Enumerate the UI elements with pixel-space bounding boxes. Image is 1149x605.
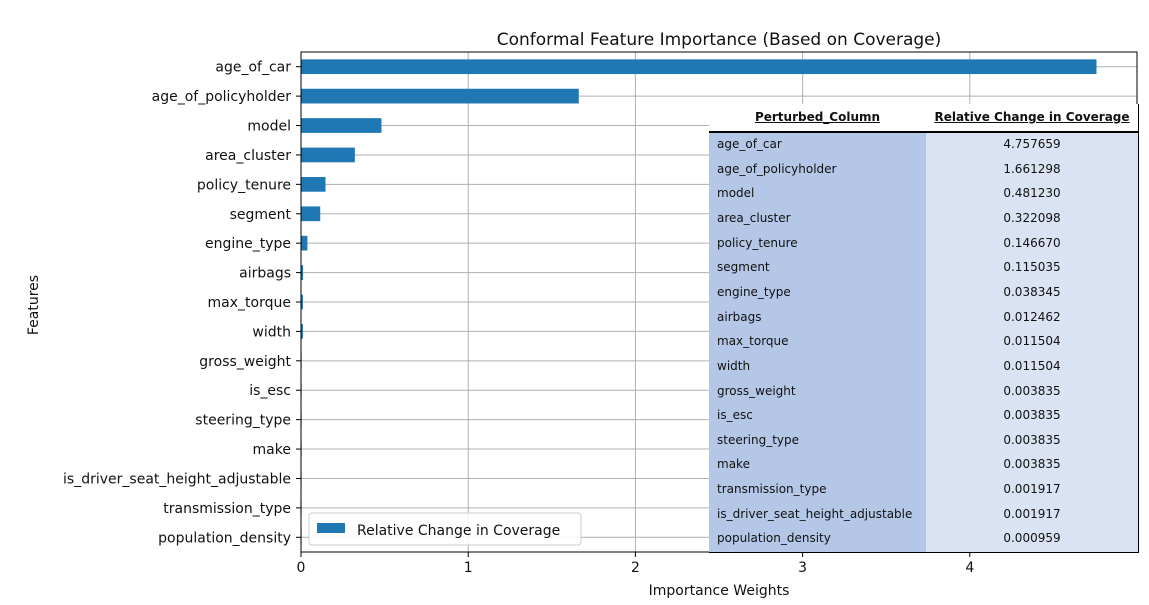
y-tick-label: area_cluster — [205, 148, 291, 164]
y-tick-label: transmission_type — [163, 501, 291, 517]
table-row: population_density 0.000959 — [709, 527, 1138, 552]
y-tick-label: airbags — [239, 266, 291, 282]
table-row: is_driver_seat_height_adjustable 0.001917 — [709, 503, 1138, 528]
x-tick-label: 3 — [798, 560, 807, 576]
table-cell-column: steering_type — [717, 432, 800, 447]
y-tick-label: steering_type — [195, 413, 291, 429]
y-tick-label: width — [252, 324, 291, 340]
table-cell-value: 0.003835 — [1003, 432, 1061, 447]
table-row: engine_type 0.038345 — [709, 281, 1138, 306]
table-header: Perturbed_Column Relative Change in Cove… — [709, 104, 1138, 133]
table-cell-column: width — [717, 358, 751, 373]
y-tick-label: engine_type — [205, 236, 291, 252]
table-cell-column: area_cluster — [717, 210, 791, 225]
y-tick-label: policy_tenure — [197, 177, 291, 193]
table-row: gross_weight 0.003835 — [709, 380, 1138, 405]
bar-engine-type — [301, 235, 308, 251]
table-row: age_of_policyholder 1.661298 — [709, 158, 1138, 183]
bar-max-torque — [301, 294, 303, 310]
y-tick-label: gross_weight — [199, 354, 291, 370]
bars-group — [301, 59, 1097, 545]
y-tick-label: age_of_car — [215, 60, 291, 76]
table-cell-column: policy_tenure — [717, 235, 798, 250]
legend: Relative Change in Coverage — [308, 512, 582, 546]
x-tick-label: 4 — [965, 560, 974, 576]
table-cell-value: 1.661298 — [1003, 161, 1061, 176]
table-cell-value: 0.003835 — [1003, 408, 1061, 423]
table-cell-value: 0.115035 — [1003, 260, 1061, 275]
bar-airbags — [301, 265, 304, 280]
table-row: steering_type 0.003835 — [709, 429, 1138, 454]
table-cell-column: gross_weight — [717, 383, 796, 398]
x-tick-label: 2 — [631, 560, 640, 576]
table-cell-column: engine_type — [717, 284, 791, 299]
y-tick-label: is_driver_seat_height_adjustable — [63, 471, 291, 487]
table-cell-value: 0.001917 — [1003, 506, 1061, 521]
table-cell-column: max_torque — [717, 334, 789, 349]
table-row: segment 0.115035 — [709, 256, 1138, 281]
table-row: age_of_car 4.757659 — [709, 133, 1138, 158]
table-cell-value: 0.146670 — [1003, 235, 1061, 250]
table-cell-value: 0.038345 — [1003, 284, 1061, 299]
table-row: transmission_type 0.001917 — [709, 478, 1138, 503]
bar-segment — [301, 206, 321, 222]
y-tick-label: make — [253, 442, 291, 458]
table-cell-column: airbags — [717, 309, 762, 324]
y-tick-label: is_esc — [249, 383, 291, 399]
table-cell-column: segment — [717, 260, 770, 275]
y-tick-label: population_density — [158, 530, 291, 546]
bar-policy-tenure — [301, 177, 326, 192]
table-row: airbags 0.012462 — [709, 306, 1138, 331]
bar-age-of-car — [301, 59, 1097, 75]
table-cell-value: 0.003835 — [1003, 383, 1061, 398]
table-row: area_cluster 0.322098 — [709, 207, 1138, 232]
table-cell-column: make — [717, 457, 750, 472]
y-axis-label: Features — [26, 275, 42, 335]
bar-area-cluster — [301, 147, 355, 163]
table-row: make 0.003835 — [709, 453, 1138, 478]
table-row: model 0.481230 — [709, 182, 1138, 207]
legend-label: Relative Change in Coverage — [357, 523, 560, 539]
coverage-table: Perturbed_Column Relative Change in Cove… — [709, 104, 1139, 553]
table-cell-value: 0.011504 — [1003, 334, 1061, 349]
table-cell-column: is_driver_seat_height_adjustable — [717, 506, 913, 521]
table-cell-value: 0.481230 — [1003, 186, 1061, 201]
x-tick-label: 0 — [297, 560, 306, 576]
legend-box — [308, 512, 582, 546]
table-cell-value: 0.012462 — [1003, 309, 1061, 324]
table-cell-column: age_of_policyholder — [717, 161, 837, 176]
table-cell-column: population_density — [717, 531, 831, 546]
table-cell-value: 0.000959 — [1003, 531, 1061, 546]
table-column-bg-1 — [709, 133, 926, 552]
table-cell-column: transmission_type — [717, 482, 827, 497]
legend-swatch — [317, 523, 345, 533]
chart-title: Conformal Feature Importance (Based on C… — [497, 30, 942, 50]
table-column-bg-2 — [926, 133, 1138, 552]
table-cell-value: 0.003835 — [1003, 457, 1061, 472]
table-header-relative-change: Relative Change in Coverage — [934, 110, 1130, 124]
table-row: is_esc 0.003835 — [709, 404, 1138, 429]
x-axis-label: Importance Weights — [649, 583, 790, 599]
y-tick-label: max_torque — [208, 295, 291, 311]
bar-age-of-policyholder — [301, 88, 579, 104]
table-header-perturbed-column: Perturbed_Column — [754, 110, 881, 124]
y-tick-label: age_of_policyholder — [152, 89, 292, 105]
x-tick-labels: 0 1 2 3 4 — [297, 552, 974, 576]
table-cell-column: is_esc — [717, 408, 753, 423]
table-row: max_torque 0.011504 — [709, 330, 1138, 355]
table-cell-column: model — [717, 186, 755, 201]
y-tick-label: segment — [230, 207, 292, 223]
bar-width — [301, 324, 303, 339]
table-cell-value: 0.001917 — [1003, 482, 1061, 497]
y-tick-label: model — [247, 119, 291, 135]
table-row: width 0.011504 — [709, 355, 1138, 380]
table-row: policy_tenure 0.146670 — [709, 232, 1138, 257]
x-tick-label: 1 — [464, 560, 473, 576]
table-cell-value: 4.757659 — [1003, 137, 1061, 151]
table-cell-value: 0.011504 — [1003, 358, 1061, 373]
bar-model — [301, 118, 382, 133]
table-cell-column: age_of_car — [717, 137, 782, 151]
table-cell-value: 0.322098 — [1003, 210, 1061, 225]
